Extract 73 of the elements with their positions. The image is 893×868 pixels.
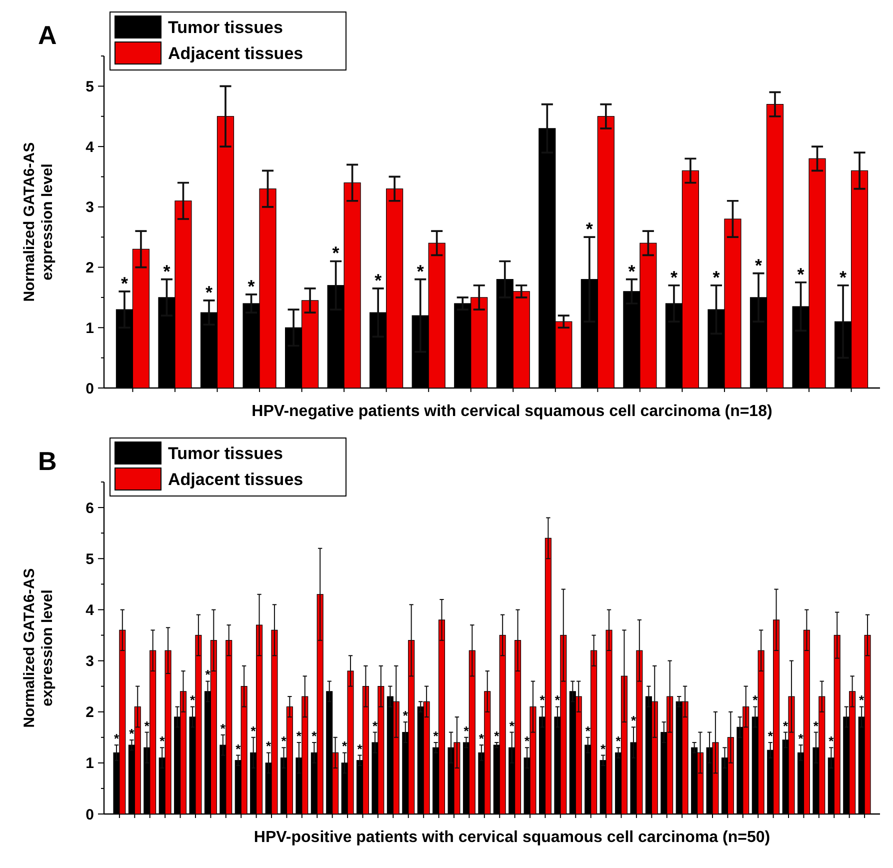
data-label: * [129, 726, 136, 741]
y-tick-label: 6 [86, 500, 94, 517]
data-label: * [206, 282, 213, 302]
data-label: * [783, 718, 790, 734]
data-label: * [250, 723, 257, 738]
data-label: * [236, 741, 242, 756]
data-label: * [540, 692, 546, 708]
data-label: * [332, 243, 340, 264]
data-label: * [712, 267, 720, 288]
data-label: * [752, 692, 759, 708]
legend-label: Adjacent tissues [168, 44, 304, 63]
data-label: * [160, 734, 166, 749]
x-axis-title: HPV-negative patients with cervical squamous cell carcinoma (n=18) [252, 403, 772, 420]
data-label: * [464, 723, 470, 738]
y-tick-label: 0 [86, 380, 94, 398]
data-label: * [296, 728, 302, 744]
data-label: * [509, 718, 516, 734]
data-label: * [554, 692, 561, 708]
data-label: * [585, 723, 592, 738]
data-label: * [144, 718, 150, 734]
y-tick-label: 2 [86, 704, 94, 722]
data-label: * [120, 273, 128, 294]
data-label: * [163, 261, 170, 282]
y-tick-label: 2 [86, 260, 94, 277]
y-tick-label: 1 [86, 755, 94, 772]
data-label: * [190, 692, 196, 708]
y-tick-label: 4 [86, 138, 95, 156]
data-label: * [600, 741, 607, 756]
data-label: * [402, 708, 409, 724]
data-label: * [828, 734, 835, 749]
data-label: * [813, 718, 820, 734]
y-axis-title: Normalized GATA6-AS expression level [21, 568, 56, 728]
y-tick-label: 4 [86, 602, 95, 619]
data-label: * [859, 692, 866, 708]
data-label: * [114, 731, 120, 746]
legend-label: Adjacent tissues [168, 470, 304, 489]
data-label: * [798, 731, 804, 746]
data-label: * [433, 728, 440, 744]
y-tick-label: 5 [86, 550, 94, 568]
y-tick-label: 1 [86, 320, 94, 337]
y-axis-title: Normalized GATA6-AS expression level [21, 142, 56, 302]
data-label: * [768, 728, 774, 744]
data-label: * [281, 734, 288, 749]
y-tick-label: 3 [86, 199, 94, 216]
x-axis-title: HPV-positive patients with cervical squamous cell carcinoma (n=50) [254, 829, 770, 846]
data-label: * [630, 713, 637, 728]
data-label: * [616, 734, 622, 749]
data-label: * [586, 219, 593, 240]
data-label: * [670, 267, 678, 288]
data-label: * [755, 255, 762, 276]
legend-label: Tumor tissues [168, 444, 283, 463]
data-label: * [797, 264, 804, 284]
data-label: * [342, 738, 348, 754]
data-label: * [205, 667, 212, 682]
data-label: * [220, 720, 226, 736]
data-label: * [312, 728, 318, 744]
legend-label: Tumor tissues [168, 18, 283, 37]
data-label: * [357, 741, 364, 756]
data-label: * [478, 731, 485, 746]
data-label: * [494, 728, 500, 744]
data-label: * [248, 276, 255, 296]
data-label: * [628, 261, 636, 282]
y-tick-label: 3 [86, 653, 94, 670]
data-label: * [840, 267, 847, 288]
chart-title: B [38, 446, 57, 476]
y-tick-label: 0 [86, 806, 94, 824]
chart-title: A [38, 20, 57, 50]
data-label: * [372, 718, 378, 734]
data-label: * [416, 261, 424, 282]
data-label: * [374, 270, 382, 290]
y-tick-label: 5 [86, 78, 94, 96]
data-label: * [266, 738, 272, 754]
data-label: * [524, 734, 531, 749]
